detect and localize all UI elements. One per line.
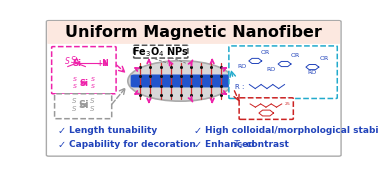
Text: OR: OR bbox=[261, 50, 270, 55]
Text: S: S bbox=[65, 57, 70, 66]
FancyBboxPatch shape bbox=[47, 21, 340, 44]
Text: $T_2$: $T_2$ bbox=[233, 139, 244, 151]
Ellipse shape bbox=[128, 61, 233, 101]
Text: Fe$_3$O$_4$ NPs: Fe$_3$O$_4$ NPs bbox=[132, 45, 189, 59]
Text: S: S bbox=[91, 84, 94, 89]
Text: Capability for decoration: Capability for decoration bbox=[69, 141, 196, 149]
Text: ✓: ✓ bbox=[194, 140, 202, 150]
FancyBboxPatch shape bbox=[131, 75, 231, 88]
Text: S: S bbox=[90, 106, 94, 112]
Text: Enhanced: Enhanced bbox=[206, 141, 258, 149]
Text: Length tunability: Length tunability bbox=[69, 126, 158, 135]
Text: RO: RO bbox=[308, 70, 317, 75]
Text: S: S bbox=[73, 84, 77, 89]
FancyBboxPatch shape bbox=[239, 98, 293, 119]
Text: ✓: ✓ bbox=[194, 126, 202, 136]
Text: ✓: ✓ bbox=[57, 126, 66, 136]
Text: Si: Si bbox=[78, 100, 88, 110]
Text: S: S bbox=[73, 77, 77, 82]
Text: +N: +N bbox=[96, 59, 109, 68]
Text: S: S bbox=[72, 98, 77, 104]
Text: S: S bbox=[90, 98, 94, 104]
Text: S: S bbox=[72, 106, 77, 112]
Text: RO: RO bbox=[237, 64, 247, 69]
Text: OR: OR bbox=[319, 56, 329, 61]
Text: S: S bbox=[91, 77, 94, 82]
FancyBboxPatch shape bbox=[134, 45, 188, 58]
FancyBboxPatch shape bbox=[54, 94, 112, 119]
Text: RO: RO bbox=[267, 67, 276, 72]
Text: S: S bbox=[71, 56, 76, 65]
FancyBboxPatch shape bbox=[46, 21, 341, 156]
Text: OR: OR bbox=[290, 53, 299, 58]
Text: ✓: ✓ bbox=[57, 140, 66, 150]
Text: $_{25}$: $_{25}$ bbox=[284, 101, 291, 108]
Text: contrast: contrast bbox=[243, 141, 289, 149]
FancyBboxPatch shape bbox=[229, 46, 337, 99]
Text: Uniform Magnetic Nanofiber: Uniform Magnetic Nanofiber bbox=[65, 25, 322, 40]
FancyBboxPatch shape bbox=[52, 47, 116, 94]
Text: Si: Si bbox=[79, 79, 88, 88]
Text: High colloidal/morphological stability: High colloidal/morphological stability bbox=[206, 126, 378, 135]
Text: Si: Si bbox=[72, 59, 81, 68]
Text: R :: R : bbox=[235, 83, 287, 90]
